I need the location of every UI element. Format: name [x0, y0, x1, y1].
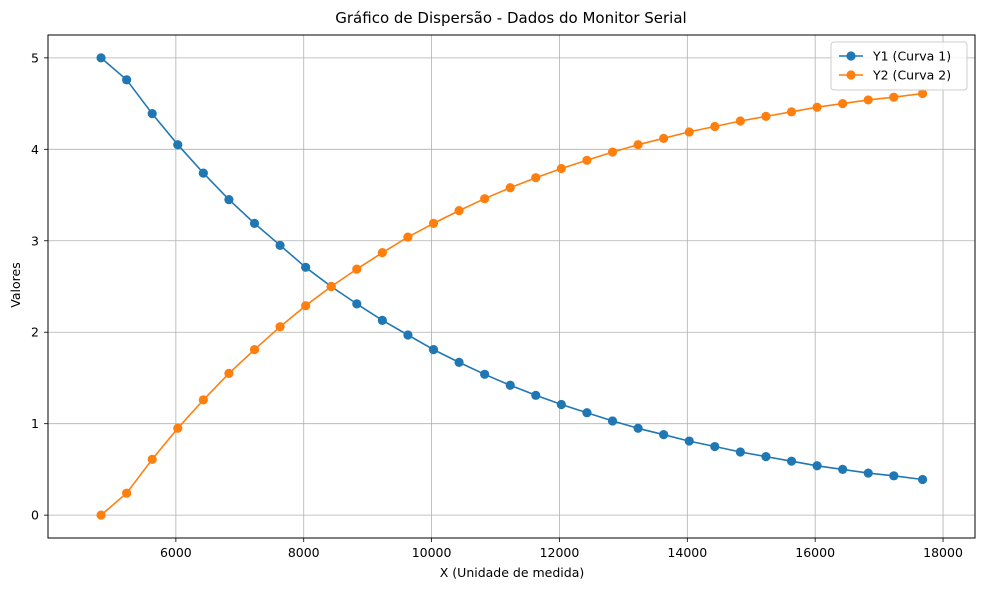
series-1-point — [556, 399, 566, 410]
series-2-point — [607, 147, 618, 157]
series-2-point — [735, 116, 745, 126]
series-1-point — [428, 345, 439, 355]
series-1-point — [633, 423, 643, 433]
series-2-point — [838, 98, 848, 109]
series-1-point — [863, 468, 873, 478]
series-2-point — [633, 140, 643, 150]
x-tick-label: 18000 — [923, 545, 963, 560]
series-2-point — [505, 183, 515, 193]
series-2-point — [198, 395, 208, 405]
chart-title: Gráfico de Dispersão - Dados do Monitor … — [335, 9, 686, 27]
series-1 — [96, 53, 928, 485]
series-1-point — [198, 168, 208, 178]
series-1-point — [480, 369, 490, 379]
series-2-point — [173, 423, 183, 433]
y-tick-label: 1 — [31, 416, 39, 431]
series-2-point — [403, 232, 413, 242]
series-2-point — [326, 281, 336, 292]
series-layer — [96, 53, 928, 520]
y-tick-label: 5 — [31, 50, 39, 65]
series-1-point — [812, 461, 822, 471]
x-axis: 6000 8000 10000 12000 14000 16000 18000 — [160, 538, 963, 560]
series-1-point — [352, 299, 362, 309]
x-tick-label: 8000 — [288, 545, 320, 560]
series-2-point — [812, 102, 822, 112]
series-2-point — [531, 173, 541, 183]
series-1-point — [122, 75, 132, 85]
series-1-point — [786, 456, 797, 466]
series-1-point — [454, 357, 464, 368]
series-1-point — [224, 195, 234, 205]
y-axis: 0 1 2 3 4 5 — [31, 50, 48, 523]
series-1-point — [249, 218, 260, 228]
series-2-point — [122, 488, 132, 498]
series-2-point — [377, 248, 387, 258]
series-1-point — [838, 464, 848, 475]
series-1-point — [735, 447, 745, 457]
x-tick-label: 6000 — [160, 545, 192, 560]
y-axis-label: Valores — [8, 262, 23, 307]
x-tick-label: 14000 — [667, 545, 707, 560]
series-2-point — [684, 127, 694, 137]
y-tick-label: 2 — [31, 325, 39, 340]
series-2-point — [454, 205, 464, 216]
series-2-point — [889, 92, 899, 102]
series-1-point — [173, 140, 183, 150]
legend-box — [830, 41, 968, 91]
series-2-point — [147, 454, 157, 464]
series-1-point — [531, 390, 541, 400]
series-1-point — [301, 262, 311, 272]
legend-marker-1 — [846, 51, 856, 61]
series-1-point — [377, 315, 387, 325]
series-2-point — [761, 111, 771, 121]
y-tick-label: 3 — [31, 233, 39, 248]
series-2-point — [249, 345, 260, 355]
series-2-point — [863, 95, 873, 105]
series-2-point — [659, 133, 669, 143]
y-tick-label: 0 — [31, 508, 39, 523]
legend-marker-2 — [846, 70, 856, 80]
legend: Y1 (Curva 1) Y2 (Curva 2) — [830, 41, 968, 91]
series-1-point — [275, 240, 285, 250]
series-2 — [96, 88, 928, 520]
series-2-point — [556, 163, 566, 174]
series-2-point — [480, 194, 490, 204]
series-2-point — [301, 301, 311, 311]
series-1-point — [147, 109, 157, 119]
series-1-point — [917, 474, 928, 485]
x-tick-label: 16000 — [795, 545, 835, 560]
legend-label-2: Y2 (Curva 2) — [872, 68, 951, 83]
series-1-point — [505, 380, 515, 390]
grid-lines — [48, 35, 975, 538]
series-2-point — [275, 322, 285, 332]
series-2-point — [786, 107, 797, 117]
series-2-point — [352, 264, 362, 274]
series-1-point — [582, 408, 592, 418]
legend-label-1: Y1 (Curva 1) — [872, 49, 951, 64]
y-tick-label: 4 — [31, 142, 39, 157]
series-2-point — [224, 368, 234, 378]
x-tick-label: 10000 — [412, 545, 452, 560]
x-axis-label: X (Unidade de medida) — [440, 565, 585, 580]
series-2-point — [917, 88, 928, 99]
series-1-point — [403, 330, 413, 340]
series-1-point — [96, 53, 106, 63]
series-1-point — [607, 416, 618, 426]
series-1-point — [684, 436, 694, 446]
x-tick-label: 12000 — [540, 545, 580, 560]
series-1-point — [889, 471, 899, 481]
plot-frame — [47, 34, 976, 539]
series-2-point — [428, 218, 439, 228]
series-2-point — [710, 121, 720, 132]
series-1-point — [761, 452, 771, 462]
series-1-point — [710, 441, 720, 452]
series-1-point — [659, 430, 669, 440]
series-2-point — [582, 155, 592, 165]
series-2-point — [96, 510, 106, 520]
